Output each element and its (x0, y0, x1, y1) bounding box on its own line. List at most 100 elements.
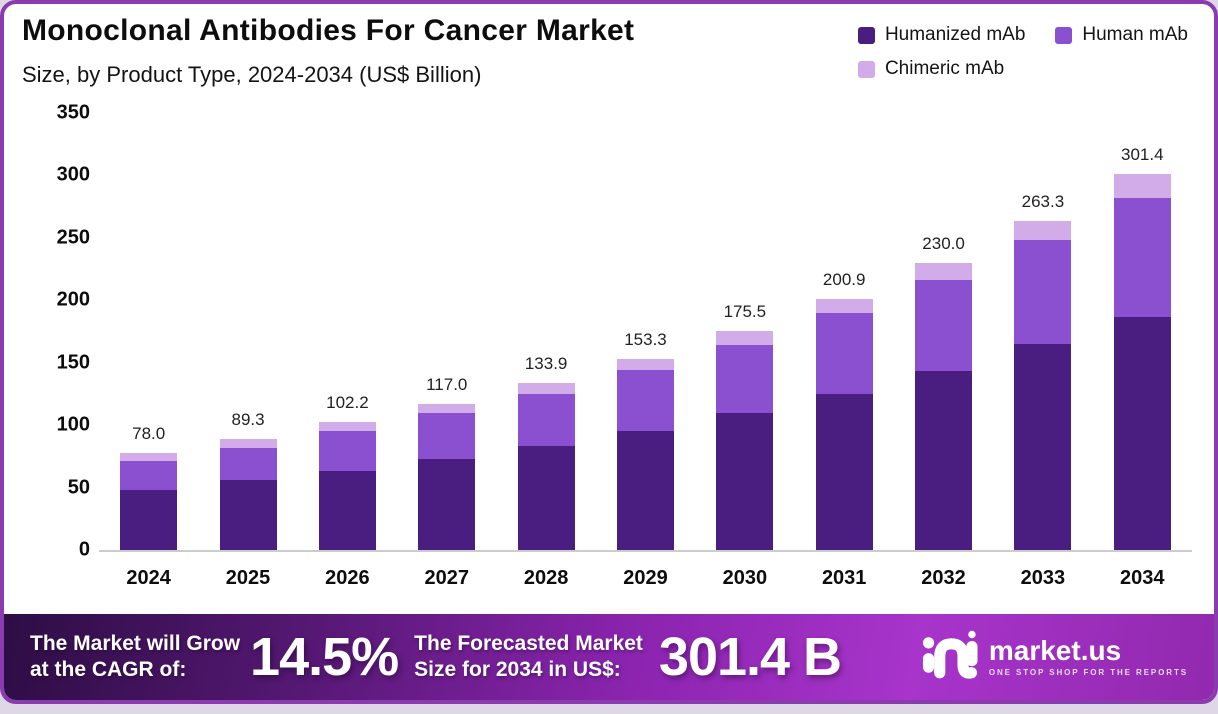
y-tick-label: 300 (56, 163, 90, 186)
bar-column: 78.0 (99, 99, 198, 550)
x-tick-label: 2032 (921, 567, 966, 589)
bar-total-label: 301.4 (1121, 144, 1164, 164)
bar-segment-humanized-mab (915, 370, 973, 550)
bar-total-label: 175.5 (723, 301, 767, 321)
x-tick-label: 2024 (126, 567, 171, 589)
bar-column: 263.3 (993, 99, 1092, 550)
legend-item: Chimeric mAb (857, 58, 1025, 80)
logo-text-block: market.us ONE STOP SHOP FOR THE REPORTS (988, 635, 1188, 678)
bar-segment-human-mab (1113, 198, 1171, 317)
bar-segment-humanized-mab (616, 431, 674, 550)
y-axis: 0 50 100 150 200 250 300 350 (24, 99, 90, 561)
bar-column: 102.2 (298, 99, 397, 550)
summary-banner: The Market will Grow at the CAGR of: 14.… (4, 614, 1214, 700)
plot-area: 0 50 100 150 200 250 300 350 78.0 89.3 102.2 117.0… (4, 99, 1214, 561)
x-tick-label: 2034 (1120, 567, 1165, 589)
x-tick-label: 2030 (722, 567, 768, 589)
bar-segment-human-mab (318, 430, 376, 471)
y-tick-label: 0 (78, 538, 90, 561)
cagr-label: The Market will Grow at the CAGR of: (30, 631, 240, 682)
y-tick-label: 350 (56, 101, 90, 124)
chart-title: Monoclonal Antibodies For Cancer Market (22, 14, 635, 47)
bar-segment-humanized-mab (318, 470, 376, 550)
logo-tagline: ONE STOP SHOP FOR THE REPORTS (988, 668, 1188, 677)
bar-total-label: 230.0 (922, 233, 965, 253)
legend-swatch (857, 26, 875, 44)
x-axis-line (99, 550, 1192, 552)
forecast-value: 301.4 B (658, 627, 842, 687)
bar-segment-chimeric-mab (915, 262, 973, 280)
market-us-logo-icon (922, 630, 978, 685)
y-tick-label: 150 (56, 351, 90, 374)
cagr-label-line1: The Market will Grow (30, 632, 241, 656)
bar-segment-chimeric-mab (517, 382, 575, 394)
chart-subtitle: Size, by Product Type, 2024-2034 (US$ Bi… (22, 62, 482, 87)
bar-column: 175.5 (695, 99, 794, 550)
bar-segment-humanized-mab (120, 490, 178, 550)
x-tick-label: 2028 (523, 567, 569, 589)
bars-container: 78.0 89.3 102.2 117.0 133.9 153.3 175.5 200.9 23… (99, 99, 1192, 550)
bar-column: 200.9 (795, 99, 894, 550)
bar-segment-chimeric-mab (716, 330, 774, 345)
bar-segment-human-mab (219, 447, 277, 481)
y-tick-label: 250 (56, 226, 90, 249)
bar-segment-human-mab (418, 413, 476, 460)
bar-segment-human-mab (120, 460, 178, 491)
legend-swatch (1055, 26, 1073, 44)
x-tick-label: 2031 (821, 567, 867, 589)
bar-segment-chimeric-mab (219, 438, 277, 448)
bar-segment-human-mab (815, 313, 873, 394)
bar-segment-chimeric-mab (616, 358, 674, 371)
x-tick-label: 2033 (1020, 567, 1066, 589)
bar-segment-humanized-mab (716, 413, 774, 550)
bar-total-label: 133.9 (524, 353, 568, 373)
bar-column: 133.9 (496, 99, 595, 550)
bar-segment-chimeric-mab (318, 422, 376, 431)
legend-swatch (857, 60, 875, 78)
cagr-value: 14.5% (250, 627, 399, 687)
bar-segment-humanized-mab (219, 480, 277, 550)
bar-segment-human-mab (716, 344, 774, 414)
bar-total-label: 89.3 (231, 409, 265, 429)
x-tick-label: 2027 (424, 567, 470, 589)
x-axis-labels: 2024 2025 2026 2027 2028 2029 2030 2031 2032 2033… (99, 567, 1192, 590)
bar-total-label: 117.0 (426, 374, 468, 394)
bar-segment-human-mab (616, 370, 674, 431)
y-tick-label: 200 (56, 288, 90, 311)
bar-segment-chimeric-mab (1113, 173, 1171, 199)
bar-segment-chimeric-mab (120, 452, 178, 461)
bar-total-label: 153.3 (624, 329, 667, 349)
chart-legend: Humanized mAb Human mAb Chimeric mAb (857, 24, 1188, 80)
legend-label: Chimeric mAb (884, 58, 1005, 79)
bar-segment-human-mab (915, 279, 973, 371)
bar-segment-humanized-mab (517, 445, 575, 550)
legend-item: Human mAb (1055, 24, 1188, 46)
cagr-label-line2: at the CAGR of: (30, 658, 187, 681)
forecast-label: The Forecasted Market Size for 2034 in U… (414, 631, 643, 682)
legend-label: Human mAb (1082, 24, 1188, 45)
bar-segment-chimeric-mab (815, 299, 873, 314)
bar-segment-chimeric-mab (418, 403, 476, 414)
bar-total-label: 200.9 (822, 270, 866, 290)
bar-segment-human-mab (517, 393, 575, 446)
forecast-label-line1: The Forecasted Market (414, 632, 643, 656)
legend-item: Humanized mAb (857, 24, 1025, 46)
bar-total-label: 263.3 (1021, 192, 1065, 212)
bar-segment-humanized-mab (815, 393, 873, 550)
bar-segment-humanized-mab (1014, 343, 1072, 550)
y-tick-label: 50 (67, 476, 90, 499)
bar-segment-humanized-mab (418, 459, 476, 550)
bar-total-label: 102.2 (326, 393, 369, 413)
logo-name: market.us (988, 635, 1122, 666)
bar-column: 117.0 (397, 99, 496, 550)
forecast-label-line2: Size for 2034 in US$: (414, 658, 621, 681)
x-tick-label: 2026 (325, 567, 370, 589)
bar-column: 153.3 (596, 99, 695, 550)
market-us-logo: market.us ONE STOP SHOP FOR THE REPORTS (922, 630, 1188, 685)
x-tick-label: 2029 (623, 567, 668, 589)
y-tick-label: 100 (56, 413, 90, 436)
bar-segment-humanized-mab (1113, 316, 1171, 550)
bar-total-label: 78.0 (132, 423, 166, 443)
bar-segment-chimeric-mab (1014, 221, 1072, 241)
